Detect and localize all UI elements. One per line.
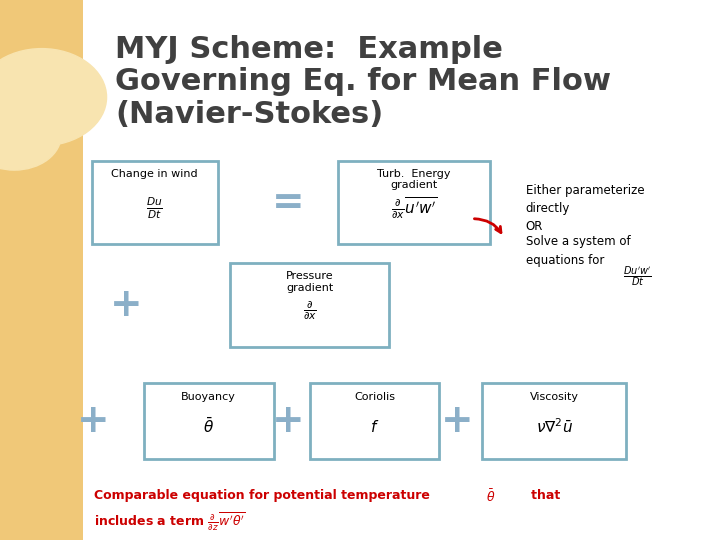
Text: Either parameterize
directly
OR: Either parameterize directly OR — [526, 184, 644, 233]
Text: Pressure
gradient: Pressure gradient — [286, 271, 333, 293]
Circle shape — [0, 100, 61, 170]
Text: $\bar{\theta}$: $\bar{\theta}$ — [203, 417, 215, 436]
Text: Buoyancy: Buoyancy — [181, 392, 236, 402]
FancyBboxPatch shape — [144, 383, 274, 459]
FancyBboxPatch shape — [0, 0, 83, 540]
Text: +: + — [441, 402, 474, 440]
Text: Governing Eq. for Mean Flow: Governing Eq. for Mean Flow — [115, 68, 611, 97]
Text: (Navier-Stokes): (Navier-Stokes) — [115, 100, 384, 129]
Text: Viscosity: Viscosity — [530, 392, 579, 402]
Text: +: + — [77, 402, 110, 440]
Text: Comparable equation for potential temperature: Comparable equation for potential temper… — [94, 489, 429, 502]
Text: $\frac{Du'w'}{Dt}$: $\frac{Du'w'}{Dt}$ — [623, 265, 652, 288]
FancyBboxPatch shape — [92, 160, 217, 244]
Text: MYJ Scheme:  Example: MYJ Scheme: Example — [115, 35, 503, 64]
Text: Turb.  Energy
gradient: Turb. Energy gradient — [377, 168, 451, 191]
Text: Coriolis: Coriolis — [354, 392, 395, 402]
Text: that: that — [518, 489, 561, 502]
Text: $\nu\nabla^2\bar{u}$: $\nu\nabla^2\bar{u}$ — [536, 417, 573, 436]
Text: includes a term $\frac{\partial}{\partial z}\overline{w'\theta'}$: includes a term $\frac{\partial}{\partia… — [94, 510, 245, 532]
FancyBboxPatch shape — [338, 160, 490, 244]
Text: Solve a system of
equations for: Solve a system of equations for — [526, 235, 630, 267]
Text: $\bar{\theta}$: $\bar{\theta}$ — [486, 489, 495, 505]
Text: $\frac{Du}{Dt}$: $\frac{Du}{Dt}$ — [146, 195, 163, 221]
Text: $\frac{\partial}{\partial x}$: $\frac{\partial}{\partial x}$ — [302, 299, 317, 322]
Text: =: = — [271, 184, 305, 221]
FancyBboxPatch shape — [482, 383, 626, 459]
FancyBboxPatch shape — [83, 0, 720, 540]
FancyBboxPatch shape — [230, 263, 389, 347]
Text: $f$: $f$ — [370, 418, 379, 435]
Text: +: + — [271, 402, 305, 440]
Text: Change in wind: Change in wind — [112, 168, 198, 179]
Text: $\frac{\partial}{\partial x}\overline{u'w'}$: $\frac{\partial}{\partial x}\overline{u'… — [391, 195, 437, 220]
Circle shape — [0, 49, 107, 146]
FancyBboxPatch shape — [310, 383, 439, 459]
Text: +: + — [109, 286, 143, 324]
